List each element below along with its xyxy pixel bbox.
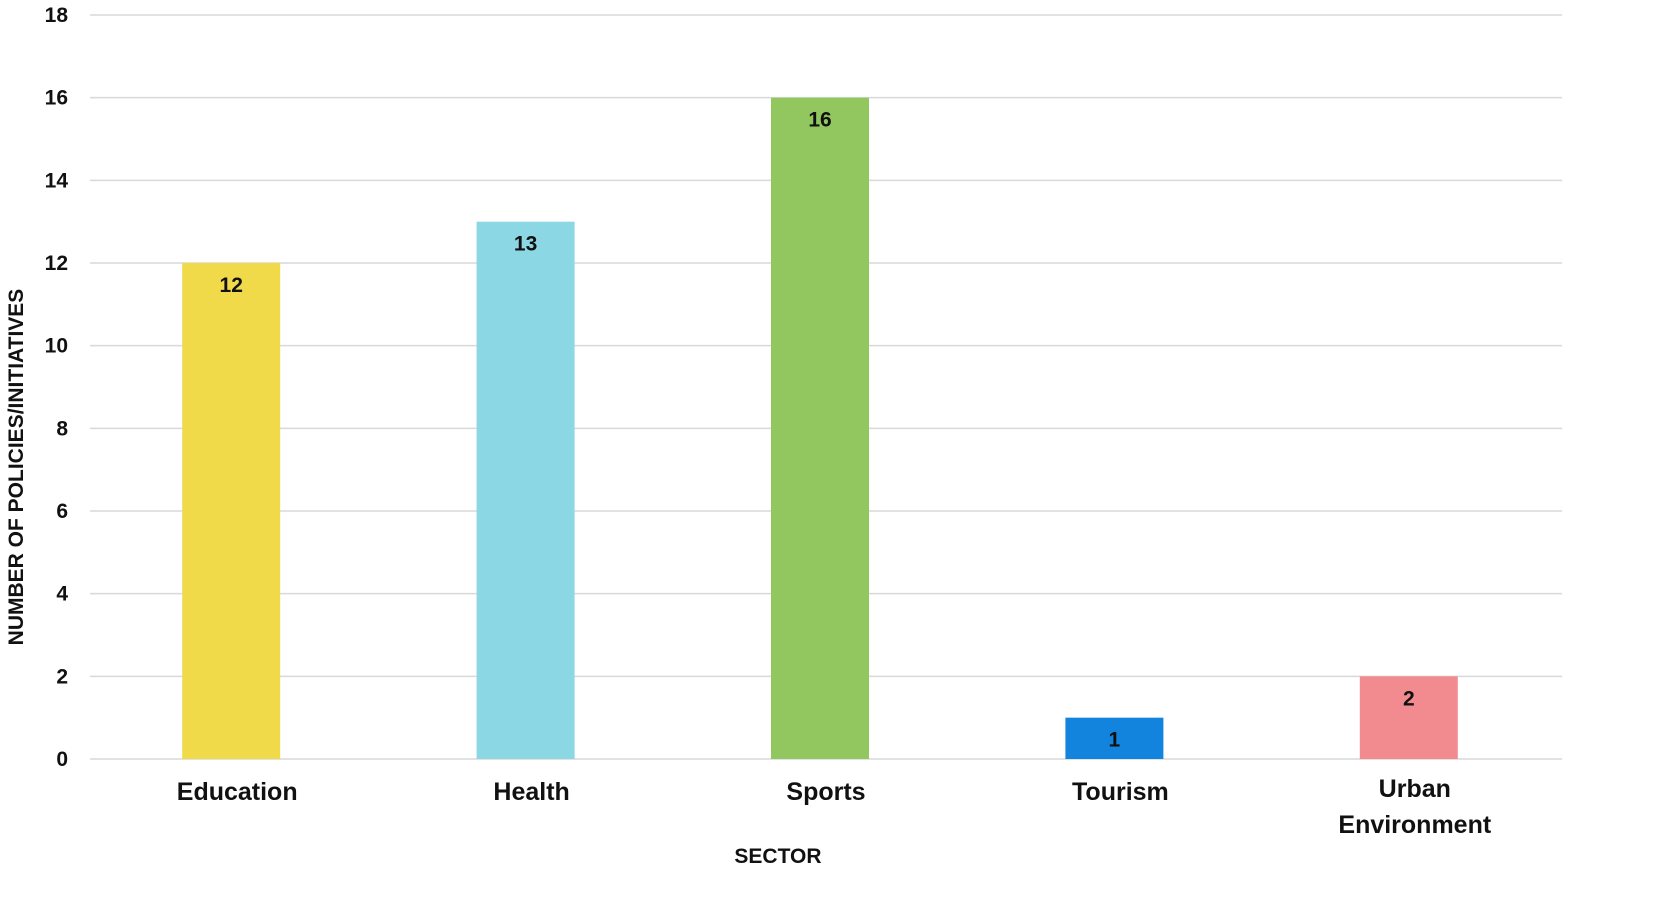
data-label: 1 [1109,729,1121,752]
data-label: 16 [808,109,831,132]
data-label: 2 [1403,687,1415,710]
x-category-label-line: Sports [786,778,865,806]
data-label: 12 [220,274,243,297]
bar [1359,676,1458,759]
bar [771,97,869,759]
x-category-label: Health [493,778,569,806]
y-tick-label: 8 [56,417,68,440]
y-axis-title: NUMBER OF POLICIES/INITIATIVES [5,289,28,646]
y-tick-label: 2 [56,665,68,688]
y-tick-label: 14 [45,169,69,192]
x-category-label-line: Urban [1379,775,1451,803]
y-tick-label: 12 [45,252,68,275]
x-category-label: Education [177,778,298,806]
x-category-label: Urban Environment [1338,775,1491,839]
x-axis-title: SECTOR [734,845,821,868]
y-tick-label: 0 [56,748,68,771]
y-axis-ticks: 0 2 4 6 8 10 12 14 16 18 [45,4,69,771]
y-tick-label: 18 [45,4,69,27]
x-category-label-line: Health [493,778,569,806]
y-tick-label: 16 [45,87,68,110]
bar [182,263,281,759]
y-tick-label: 6 [56,500,68,523]
y-tick-label: 4 [56,583,68,606]
bar [476,221,575,759]
x-category-label: Sports [786,778,865,806]
x-category-label-line: Environment [1338,811,1491,839]
x-axis-categories: Education Health Sports Tourism Urban Environ… [177,775,1492,839]
y-tick-label: 10 [45,335,68,358]
x-category-label-line: Tourism [1072,778,1169,806]
x-category-label: Tourism [1072,778,1169,806]
data-label: 13 [514,233,537,256]
bars [182,97,1458,759]
bar [1065,717,1164,759]
x-category-label-line: Education [177,778,298,806]
